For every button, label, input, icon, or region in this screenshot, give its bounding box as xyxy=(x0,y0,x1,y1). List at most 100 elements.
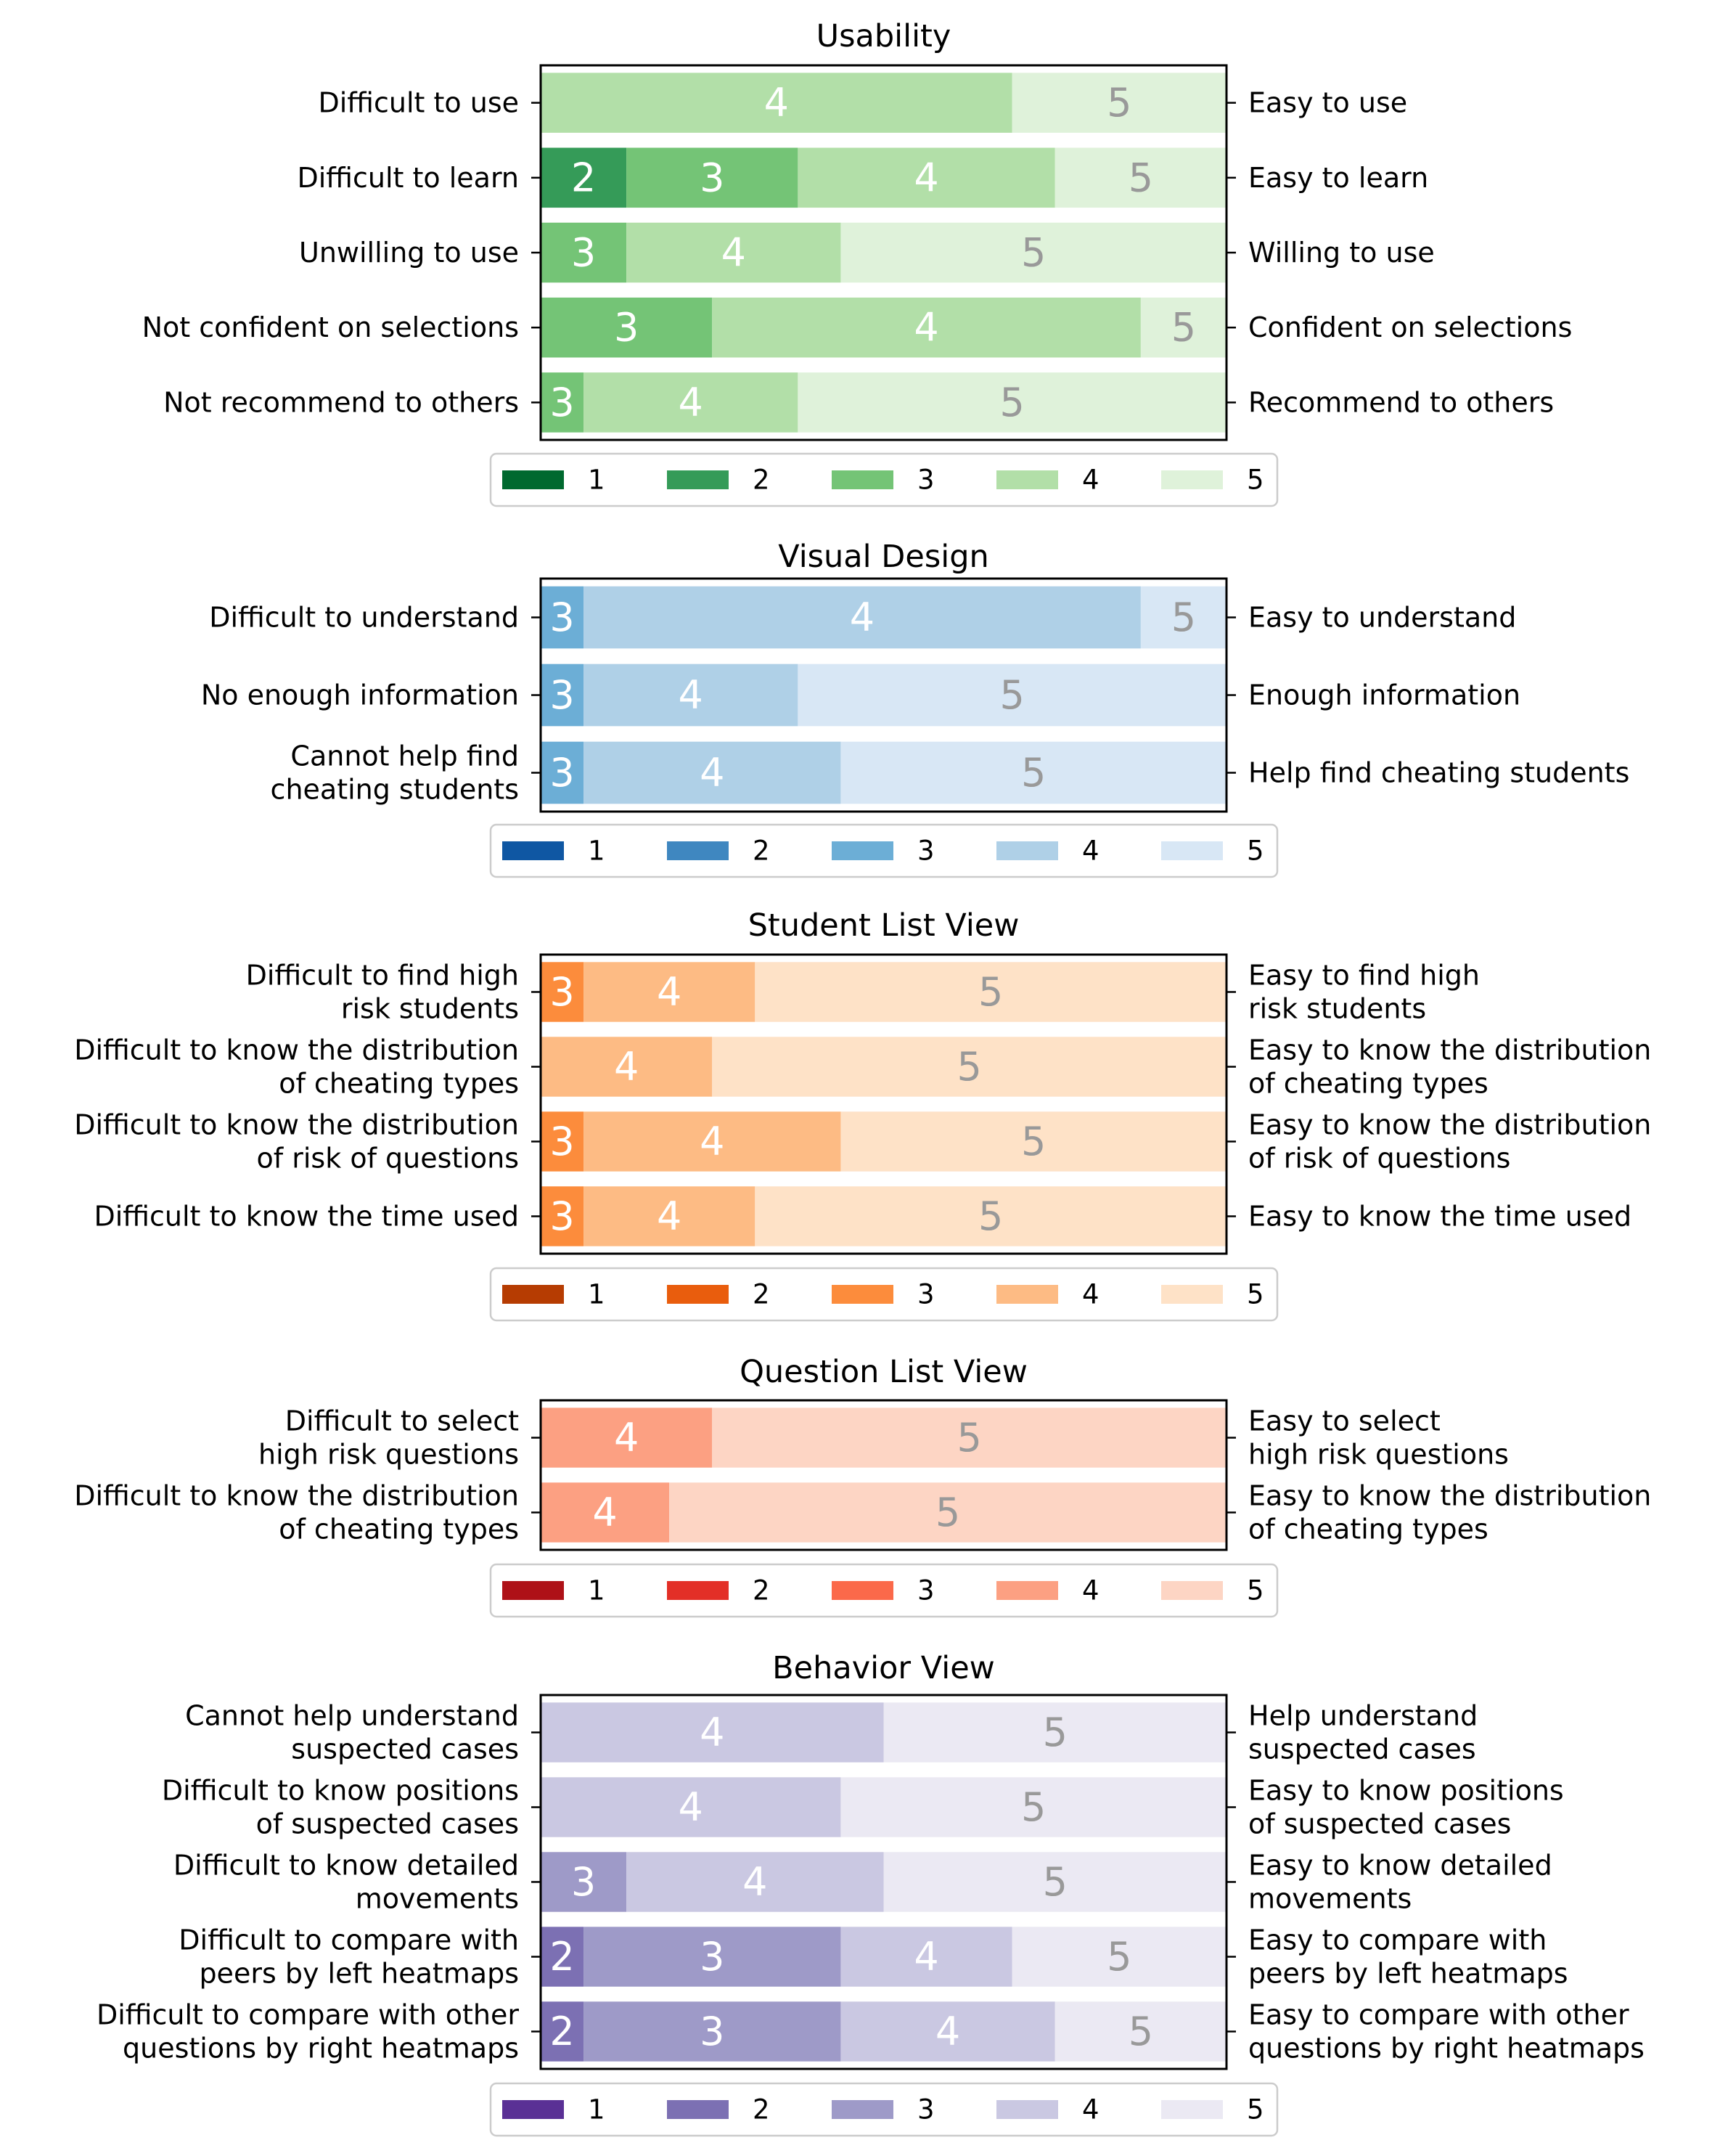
segment-label: 4 xyxy=(657,969,681,1015)
left-label: Difficult to know detailed movements xyxy=(173,1850,519,1915)
segment-label: 4 xyxy=(914,1934,938,1980)
bar-segment xyxy=(583,663,798,727)
legend-label: 4 xyxy=(1082,2094,1099,2126)
right-label: Easy to use xyxy=(1248,87,1407,119)
segment-label: 5 xyxy=(1171,595,1196,640)
bar-segment xyxy=(583,1111,841,1172)
bar-segment xyxy=(798,147,1055,208)
left-label: Difficult to select high risk questions xyxy=(258,1405,519,1471)
segment-label: 5 xyxy=(978,969,1003,1015)
legend-label: 5 xyxy=(1247,465,1264,496)
right-label: Easy to learn xyxy=(1248,162,1428,194)
left-label: Cannot help understand suspected cases xyxy=(185,1700,519,1765)
legend-swatch xyxy=(1161,2100,1223,2119)
bar-segment xyxy=(541,586,584,649)
segment-label: 3 xyxy=(549,969,574,1015)
panel-0: Usability 4 5 Difficult to use Easy to use 2 3… xyxy=(142,18,1572,507)
segment-label: 5 xyxy=(1129,155,1153,200)
left-label: Difficult to know the distribution of ris… xyxy=(74,1109,519,1175)
bar-segment xyxy=(541,962,584,1022)
bar-segment xyxy=(583,372,798,433)
segment-label: 4 xyxy=(679,1784,703,1830)
legend-label: 5 xyxy=(1247,2094,1264,2126)
bar-segment xyxy=(541,1482,670,1543)
segment-label: 3 xyxy=(549,595,574,640)
segment-label: 4 xyxy=(700,1710,724,1755)
segment-label: 3 xyxy=(700,155,724,200)
left-label: Difficult to compare with peers by left h… xyxy=(179,1924,519,1990)
segment-label: 4 xyxy=(700,750,724,796)
bar-segment xyxy=(883,1852,1226,1912)
panel-title: Visual Design xyxy=(778,539,989,575)
bar-segment xyxy=(755,1186,1226,1246)
legend-label: 3 xyxy=(917,2094,935,2126)
bar-segment xyxy=(541,1111,584,1172)
legend-label: 1 xyxy=(588,1575,605,1606)
panel-title: Student List View xyxy=(748,907,1020,944)
legend-label: 1 xyxy=(588,836,605,867)
legend-label: 3 xyxy=(917,1279,935,1310)
panel-title: Behavior View xyxy=(772,1650,995,1686)
right-label: Help understand suspected cases xyxy=(1248,1700,1478,1765)
bar-segment xyxy=(840,1927,1012,1987)
segment-label: 4 xyxy=(850,595,875,640)
segment-label: 5 xyxy=(978,1193,1003,1239)
bar-segment xyxy=(541,1702,884,1763)
segment-label: 4 xyxy=(657,1193,681,1239)
bar-segment xyxy=(541,2001,584,2062)
segment-label: 5 xyxy=(957,1415,981,1461)
segment-label: 2 xyxy=(549,2009,574,2054)
segment-label: 4 xyxy=(700,1119,724,1164)
bar-segment xyxy=(626,1852,884,1912)
bar-segment xyxy=(1012,73,1226,133)
segment-label: 3 xyxy=(700,1934,724,1980)
legend-label: 3 xyxy=(917,465,935,496)
bar-segment xyxy=(755,962,1226,1022)
segment-label: 5 xyxy=(1171,305,1196,351)
bar-segment xyxy=(840,741,1226,804)
legend-label: 5 xyxy=(1247,1575,1264,1606)
left-label: No enough information xyxy=(201,679,519,711)
panel-4: Behavior View 4 5 Cannot help understand sus… xyxy=(97,1650,1645,2137)
bar-segment xyxy=(840,1777,1226,1837)
segment-label: 5 xyxy=(1043,1710,1068,1755)
bar-segment xyxy=(1140,297,1226,358)
segment-label: 4 xyxy=(764,80,789,126)
legend-swatch xyxy=(1161,1285,1223,1304)
segment-label: 4 xyxy=(914,155,938,200)
bar-segment xyxy=(541,1408,713,1468)
legend-swatch xyxy=(1161,841,1223,860)
segment-label: 5 xyxy=(1021,1784,1046,1830)
right-label: Help find cheating students xyxy=(1248,757,1629,789)
panel-3: Question List View 4 5 Difficult to select h… xyxy=(74,1354,1651,1618)
left-label: Not recommend to others xyxy=(163,386,519,418)
right-label: Easy to know the distribution of cheating… xyxy=(1248,1034,1651,1100)
legend-swatch xyxy=(667,841,729,860)
legend-swatch xyxy=(996,1285,1058,1304)
bar-segment xyxy=(583,962,755,1022)
bar-segment xyxy=(541,1927,584,1987)
segment-label: 3 xyxy=(571,230,596,276)
segment-label: 5 xyxy=(1107,1934,1131,1980)
right-label: Easy to know detailed movements xyxy=(1248,1850,1552,1915)
legend-swatch xyxy=(502,2100,564,2119)
legend-swatch xyxy=(832,2100,893,2119)
right-label: Easy to know positions of suspected cases xyxy=(1248,1775,1564,1840)
panel-title: Question List View xyxy=(740,1354,1028,1390)
left-label: Difficult to learn xyxy=(297,162,519,194)
legend-label: 2 xyxy=(753,1575,770,1606)
plot-frame xyxy=(539,953,1228,1255)
segment-label: 4 xyxy=(721,230,746,276)
legend-label: 4 xyxy=(1082,836,1099,867)
legend-swatch xyxy=(502,1581,564,1600)
segment-label: 5 xyxy=(935,1490,960,1535)
legend-label: 4 xyxy=(1082,1575,1099,1606)
bar-segment xyxy=(583,1927,841,1987)
bar-segment xyxy=(669,1482,1226,1543)
left-label: Difficult to compare with other questions… xyxy=(97,1999,519,2065)
right-label: Enough information xyxy=(1248,679,1520,711)
legend-swatch xyxy=(996,1581,1058,1600)
segment-label: 3 xyxy=(549,672,574,718)
bar-segment xyxy=(840,1111,1226,1172)
